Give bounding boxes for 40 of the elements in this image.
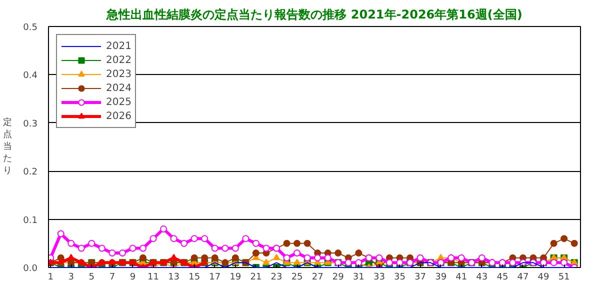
legend-label: 2026 bbox=[106, 110, 132, 123]
x-tick-label: 47 bbox=[517, 272, 529, 282]
x-tick-label: 27 bbox=[312, 272, 324, 282]
y-axis-title: 定点当たり bbox=[3, 117, 12, 176]
x-tick-label: 9 bbox=[130, 272, 136, 282]
x-tick-label: 29 bbox=[332, 272, 344, 282]
y-tick-label: 0.5 bbox=[23, 23, 38, 33]
chart-title: 急性出血性結膜炎の定点当たり報告数の推移 2021年-2026年第16週(全国) bbox=[106, 8, 522, 22]
legend-label: 2024 bbox=[106, 82, 132, 95]
y-tick-label: 0.2 bbox=[23, 168, 38, 178]
legend-label: 2021 bbox=[106, 40, 132, 53]
x-tick-label: 15 bbox=[188, 272, 200, 282]
x-tick-label: 37 bbox=[414, 272, 426, 282]
x-tick-label: 43 bbox=[476, 272, 488, 282]
x-tick-label: 3 bbox=[68, 272, 74, 282]
x-tick-label: 25 bbox=[291, 272, 303, 282]
y-tick-label: 0.1 bbox=[23, 216, 38, 226]
y-tick-label: 0.3 bbox=[23, 119, 38, 130]
y-tick-label: 0.0 bbox=[23, 264, 38, 274]
x-tick-label: 39 bbox=[435, 272, 447, 282]
x-tick-label: 17 bbox=[209, 272, 221, 282]
x-tick-label: 51 bbox=[558, 272, 570, 282]
x-tick-label: 23 bbox=[270, 272, 282, 282]
x-tick-label: 49 bbox=[538, 272, 550, 282]
x-tick-label: 1 bbox=[48, 272, 54, 282]
x-tick-label: 31 bbox=[352, 272, 364, 282]
legend-label: 2023 bbox=[106, 68, 132, 81]
y-tick-label: 0.4 bbox=[23, 71, 38, 82]
x-tick-label: 19 bbox=[230, 272, 242, 282]
x-tick-label: 11 bbox=[148, 272, 159, 282]
x-tick-label: 35 bbox=[394, 272, 406, 282]
x-tick-label: 5 bbox=[88, 272, 95, 282]
x-tick-label: 45 bbox=[496, 272, 508, 282]
x-tick-label: 13 bbox=[168, 272, 180, 282]
legend-label: 2025 bbox=[106, 96, 132, 109]
legend-label: 2022 bbox=[106, 54, 132, 67]
x-tick-label: 7 bbox=[109, 272, 116, 282]
x-tick-label: 33 bbox=[373, 272, 385, 282]
x-tick-label: 21 bbox=[250, 272, 262, 282]
x-tick-label: 41 bbox=[456, 272, 468, 282]
